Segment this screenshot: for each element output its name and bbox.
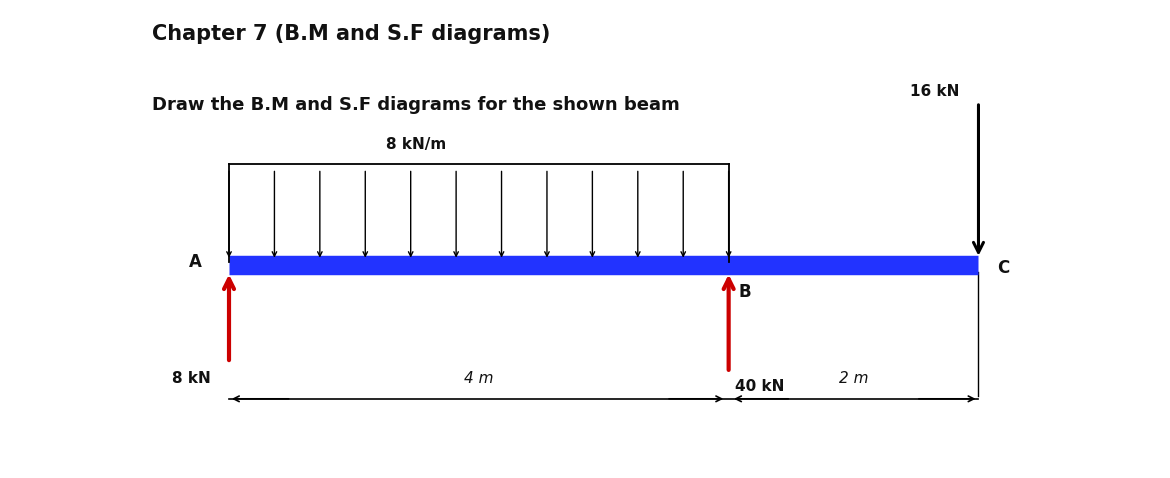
Text: 4 m: 4 m xyxy=(464,371,494,386)
Text: 40 kN: 40 kN xyxy=(735,379,784,394)
Text: 2 m: 2 m xyxy=(839,371,868,386)
Text: C: C xyxy=(997,260,1010,277)
Text: 16 kN: 16 kN xyxy=(910,84,959,99)
Text: Chapter 7 (B.M and S.F diagrams): Chapter 7 (B.M and S.F diagrams) xyxy=(152,24,550,44)
Text: 8 kN/m: 8 kN/m xyxy=(386,137,447,152)
Text: Draw the B.M and S.F diagrams for the shown beam: Draw the B.M and S.F diagrams for the sh… xyxy=(152,96,680,114)
Text: 8 kN: 8 kN xyxy=(172,371,211,386)
Text: A: A xyxy=(188,253,201,271)
Text: B: B xyxy=(738,283,751,301)
